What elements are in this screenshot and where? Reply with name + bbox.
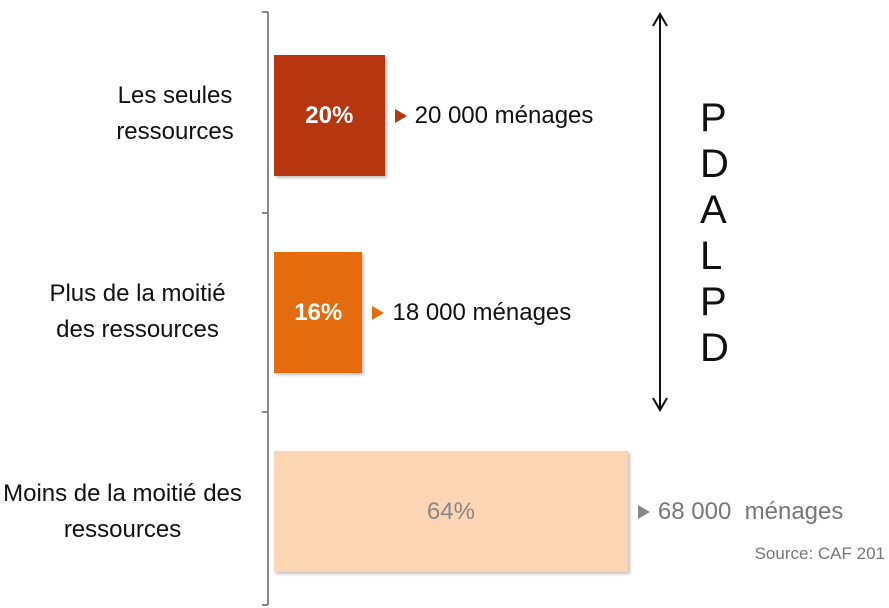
annotation-row: 20 000 ménages bbox=[394, 98, 594, 134]
arrow-head bbox=[652, 12, 668, 27]
chevron bbox=[394, 108, 407, 123]
bar: 20% bbox=[274, 55, 385, 176]
annotation-row: 68 000 ménages bbox=[637, 494, 844, 530]
category-label: Moins de la moitié des ressources bbox=[3, 480, 242, 543]
annotation: 20 000 ménages bbox=[414, 101, 594, 129]
value-label: 16% bbox=[294, 298, 343, 326]
source: Source: CAF 201 bbox=[754, 544, 885, 563]
annotation: 18 000 ménages bbox=[392, 298, 572, 326]
value-label: 20% bbox=[305, 101, 354, 129]
annotation: 68 000 ménages bbox=[657, 497, 844, 525]
chevron bbox=[637, 504, 650, 519]
side-label: PDALPD bbox=[700, 96, 729, 370]
category-label: Plus de la moitié des ressources bbox=[49, 280, 226, 343]
arrow-head bbox=[652, 397, 668, 412]
bar: 64% bbox=[274, 451, 628, 572]
bar: 16% bbox=[274, 252, 363, 373]
annotation-row: 18 000 ménages bbox=[372, 295, 571, 331]
chevron bbox=[372, 305, 385, 320]
category-label: Les seules ressources bbox=[116, 82, 234, 145]
value-label: 64% bbox=[426, 497, 475, 525]
